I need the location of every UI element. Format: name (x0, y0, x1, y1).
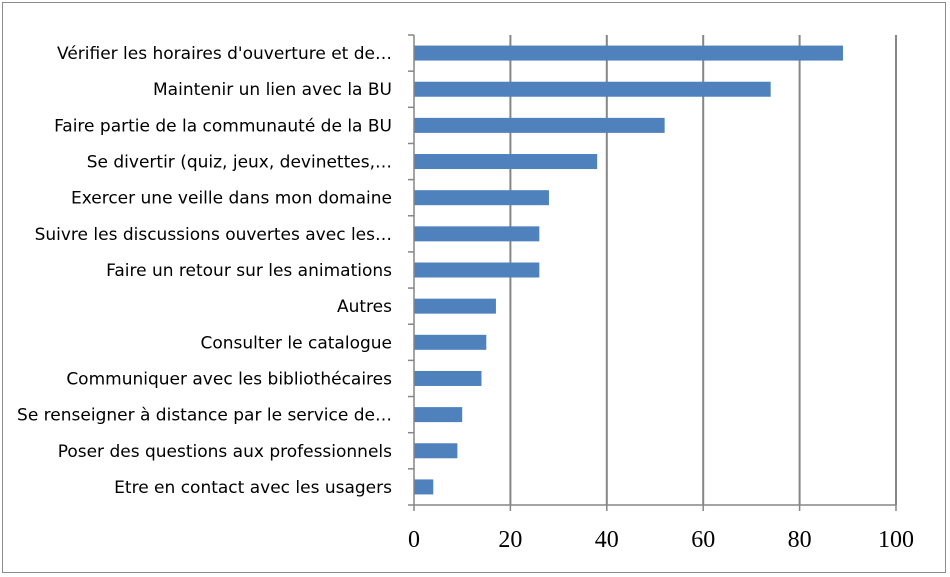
bar (414, 407, 463, 423)
x-tick-label: 60 (691, 527, 715, 553)
category-label: Se divertir (quiz, jeux, devinettes,… (87, 153, 392, 173)
category-label: Faire un retour sur les animations (106, 261, 392, 281)
x-tick-label: 0 (408, 527, 420, 553)
bar (414, 154, 598, 170)
category-label: Se renseigner à distance par le service … (17, 406, 392, 426)
bar (414, 226, 540, 242)
category-label: Exercer une veille dans mon domaine (71, 189, 392, 209)
category-label: Faire partie de la communauté de la BU (54, 116, 392, 136)
x-tick-label: 20 (498, 527, 522, 553)
category-label: Maintenir un lien avec la BU (153, 80, 392, 100)
bar (414, 117, 665, 133)
category-label: Autres (337, 297, 392, 317)
bar (414, 45, 843, 61)
bar (414, 81, 771, 97)
x-tick-label: 40 (595, 527, 619, 553)
x-tick-label: 100 (878, 527, 914, 553)
category-label: Etre en contact avec les usagers (114, 478, 392, 498)
category-label: Communiquer avec les bibliothécaires (66, 369, 392, 389)
bar (414, 370, 482, 386)
bar (414, 190, 549, 206)
bar (414, 334, 487, 350)
category-label: Consulter le catalogue (201, 333, 393, 353)
category-label: Vérifier les horaires d'ouverture et de… (57, 44, 392, 64)
bar (414, 443, 458, 459)
category-label: Poser des questions aux professionnels (58, 442, 392, 462)
bar (414, 479, 434, 495)
bar (414, 298, 496, 314)
category-label: Suivre les discussions ouvertes avec les… (35, 225, 392, 245)
bar (414, 262, 540, 278)
x-tick-label: 80 (788, 527, 812, 553)
